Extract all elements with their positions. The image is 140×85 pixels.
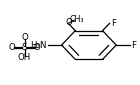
Text: O: O — [9, 43, 15, 52]
Text: O: O — [34, 43, 40, 52]
Text: CH₃: CH₃ — [69, 15, 84, 24]
Text: F: F — [111, 19, 116, 28]
Text: S: S — [22, 43, 27, 52]
Text: H₂N: H₂N — [30, 41, 46, 50]
Text: O: O — [21, 33, 28, 42]
Text: OH: OH — [18, 53, 31, 62]
Text: O: O — [66, 18, 72, 27]
Text: F: F — [131, 41, 136, 50]
